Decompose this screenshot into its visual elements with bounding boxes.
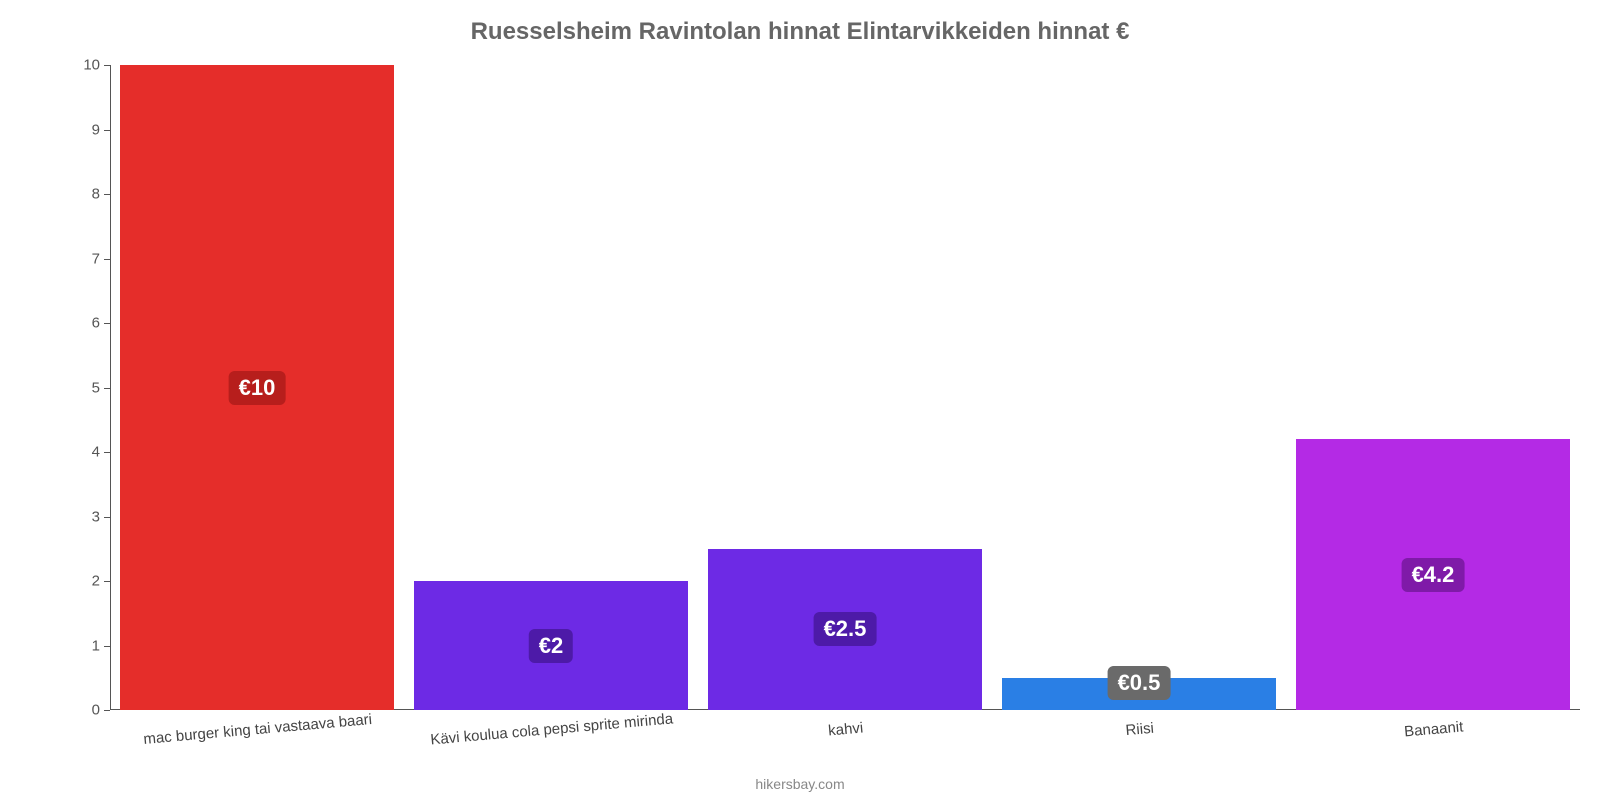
plot-area: 012345678910€10€2€2.5€0.5€4.2 [110, 65, 1580, 710]
y-tick-mark [104, 65, 110, 66]
x-axis-labels: mac burger king tai vastaava baariKävi k… [110, 715, 1580, 765]
x-axis-label: Kävi koulua cola pepsi sprite mirinda [430, 710, 674, 748]
y-axis-line [110, 65, 111, 710]
x-axis-label: kahvi [828, 719, 864, 739]
bar-value-label: €4.2 [1402, 558, 1465, 592]
y-tick-label: 8 [60, 186, 100, 203]
y-tick-label: 2 [60, 573, 100, 590]
bar-value-label: €2.5 [814, 612, 877, 646]
y-tick-mark [104, 517, 110, 518]
attribution-text: hikersbay.com [0, 776, 1600, 792]
y-tick-mark [104, 259, 110, 260]
bar-value-label: €10 [229, 371, 286, 405]
y-tick-mark [104, 194, 110, 195]
y-tick-mark [104, 646, 110, 647]
bar: €2.5 [708, 549, 981, 710]
bar: €10 [120, 65, 393, 710]
y-tick-mark [104, 452, 110, 453]
y-tick-label: 3 [60, 508, 100, 525]
x-axis-label: mac burger king tai vastaava baari [143, 711, 373, 748]
price-bar-chart: Ruesselsheim Ravintolan hinnat Elintarvi… [0, 0, 1600, 800]
x-axis-label: Banaanit [1404, 718, 1464, 740]
y-tick-mark [104, 130, 110, 131]
y-tick-label: 9 [60, 121, 100, 138]
bar: €0.5 [1002, 678, 1275, 710]
y-tick-mark [104, 323, 110, 324]
y-tick-label: 1 [60, 637, 100, 654]
y-tick-label: 7 [60, 250, 100, 267]
chart-title: Ruesselsheim Ravintolan hinnat Elintarvi… [0, 18, 1600, 46]
y-tick-label: 4 [60, 444, 100, 461]
bar-value-label: €0.5 [1108, 666, 1171, 700]
bar-value-label: €2 [529, 629, 573, 663]
y-tick-label: 0 [60, 702, 100, 719]
bar: €4.2 [1296, 439, 1569, 710]
bar: €2 [414, 581, 687, 710]
y-tick-mark [104, 581, 110, 582]
y-tick-label: 6 [60, 315, 100, 332]
y-tick-mark [104, 710, 110, 711]
x-axis-label: Riisi [1125, 720, 1155, 739]
y-tick-label: 5 [60, 379, 100, 396]
y-tick-mark [104, 388, 110, 389]
y-tick-label: 10 [60, 57, 100, 74]
